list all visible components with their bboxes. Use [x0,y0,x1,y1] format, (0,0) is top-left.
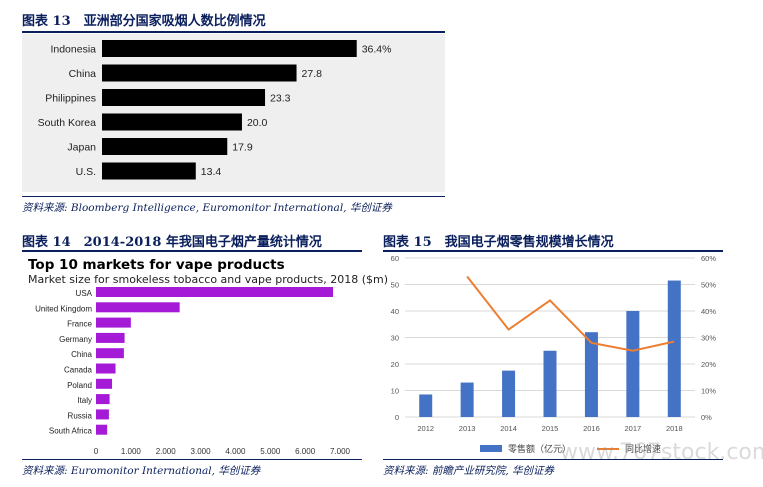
data-bar [584,332,598,417]
legend-line-label: 同比增速 [625,445,662,455]
y2-tick-label: 60% [701,254,716,263]
bar-category-label: China [71,350,92,359]
bar-category-label: Indonesia [50,44,96,56]
bar-value-label: 20.0 [247,117,268,129]
figure14-source: 资料来源: Euromonitor International, 华创证券 [22,465,261,477]
bar-category-label: Germany [59,335,92,344]
y-tick-label: 60 [391,254,399,263]
bar-category-label: U.S. [76,166,96,178]
figure13-chart: Indonesia 36.4% China 27.8 Philippines 23.3 So… [22,34,445,192]
x-tick-label: 1,000 [121,447,142,454]
data-bar [102,89,266,106]
y-tick-label: 10 [391,387,399,396]
bar-value-label: 27.8 [302,68,323,80]
figure13-title-rule [22,31,445,33]
bar-category-label: Canada [64,366,93,375]
data-bar [102,113,242,131]
x-tick-label: 2015 [542,424,559,433]
x-tick-label: 6,000 [295,447,316,454]
bar-category-label: South Korea [38,117,97,129]
bar-value-label: 36.4% [362,44,392,56]
y-tick-label: 40 [391,307,399,316]
chart13-background [22,34,445,192]
data-bar [543,350,557,417]
data-bar [419,394,433,417]
x-tick-label: 2018 [666,424,683,433]
figure13-title: 图表 13 亚洲部分国家吸烟人数比例情况 [22,14,266,29]
figure13-source-rule [22,196,445,197]
vape-chart-title: Top 10 markets for vape products [28,257,285,273]
bar-category-label: Italy [77,396,92,405]
figure15-title-rule [383,250,723,252]
data-bar [96,424,108,435]
y2-tick-label: 20% [701,360,716,369]
figure15-legend: 零售额（亿元） 同比增速 [480,442,661,455]
bar-category-label: Russia [68,411,93,420]
x-tick-label: 0 [94,447,99,454]
data-bar [502,370,516,417]
data-bar [96,394,110,405]
x-tick-label: 2013 [459,424,476,433]
x-tick-label: 4,000 [225,447,246,454]
growth-line [466,275,675,352]
bar-value-label: 17.9 [232,142,253,154]
figure15-source-rule [383,459,723,460]
bar-category-label: Japan [67,142,96,154]
figure14-source-rule [22,459,362,460]
legend-bar-label: 零售额（亿元） [508,445,572,455]
data-bar [102,138,228,155]
bar-category-label: USA [76,289,93,298]
bar-category-label: South Africa [49,427,93,436]
y-tick-label: 30 [391,334,399,343]
y-tick-label: 50 [391,281,399,290]
data-bar [96,409,109,420]
x-tick-label: 3,000 [191,447,212,454]
legend-line-swatch [597,447,620,450]
y2-tick-label: 0% [701,413,712,422]
data-bar [102,162,196,180]
data-bar [96,378,113,389]
y-tick-label: 0 [395,413,399,422]
figure14-title: 图表 14 2014-2018 年我国电子烟产量统计情况 [22,235,322,250]
bar-category-label: France [67,320,92,329]
figure14-chart: Top 10 markets for vape products Market … [22,253,388,454]
bar-category-label: United Kingdom [35,304,92,313]
legend-bar-swatch [480,445,502,452]
x-tick-label: 2017 [625,424,642,433]
x-tick-label: 2012 [417,424,434,433]
y2-tick-label: 40% [701,307,716,316]
y2-tick-label: 50% [701,281,716,290]
x-tick-label: 7,000 [330,447,351,454]
bar-category-label: China [69,68,97,80]
figure15-title: 图表 15 我国电子烟零售规模增长情况 [383,235,614,250]
figure14-title-rule [22,250,362,252]
bar-value-label: 23.3 [270,93,291,105]
data-bar [102,40,357,57]
figure15-chart: 0 10 20 30 40 50 60 0% 10% 20% 30% 40% 50% 60% 2012 201… [375,252,735,457]
figure13-source: 资料来源: Bloomberg Intelligence, Euromonito… [22,202,392,214]
data-bar [96,302,180,313]
data-bar [96,332,125,343]
bar-category-label: Poland [67,381,92,390]
data-bar [96,348,124,359]
x-tick-label: 5,000 [260,447,281,454]
data-bar [460,382,474,417]
y2-tick-label: 10% [701,387,716,396]
data-bar [96,287,334,297]
data-bar [96,317,131,328]
x-tick-label: 2016 [583,424,600,433]
bar-category-label: Philippines [45,93,96,105]
x-tick-label: 2,000 [156,447,177,454]
data-bar [667,280,681,417]
data-bar [102,64,297,82]
x-tick-label: 2014 [500,424,517,433]
figure15-source: 资料来源: 前瞻产业研究院, 华创证券 [383,465,555,477]
y-tick-label: 20 [391,360,399,369]
data-bar [96,363,116,374]
vape-chart-subtitle: Market size for smokeless tobacco and va… [28,273,389,286]
data-bar [626,311,640,417]
watermark: www.767stock.com [560,440,763,465]
bar-value-label: 13.4 [201,166,222,178]
y2-tick-label: 30% [701,334,716,343]
